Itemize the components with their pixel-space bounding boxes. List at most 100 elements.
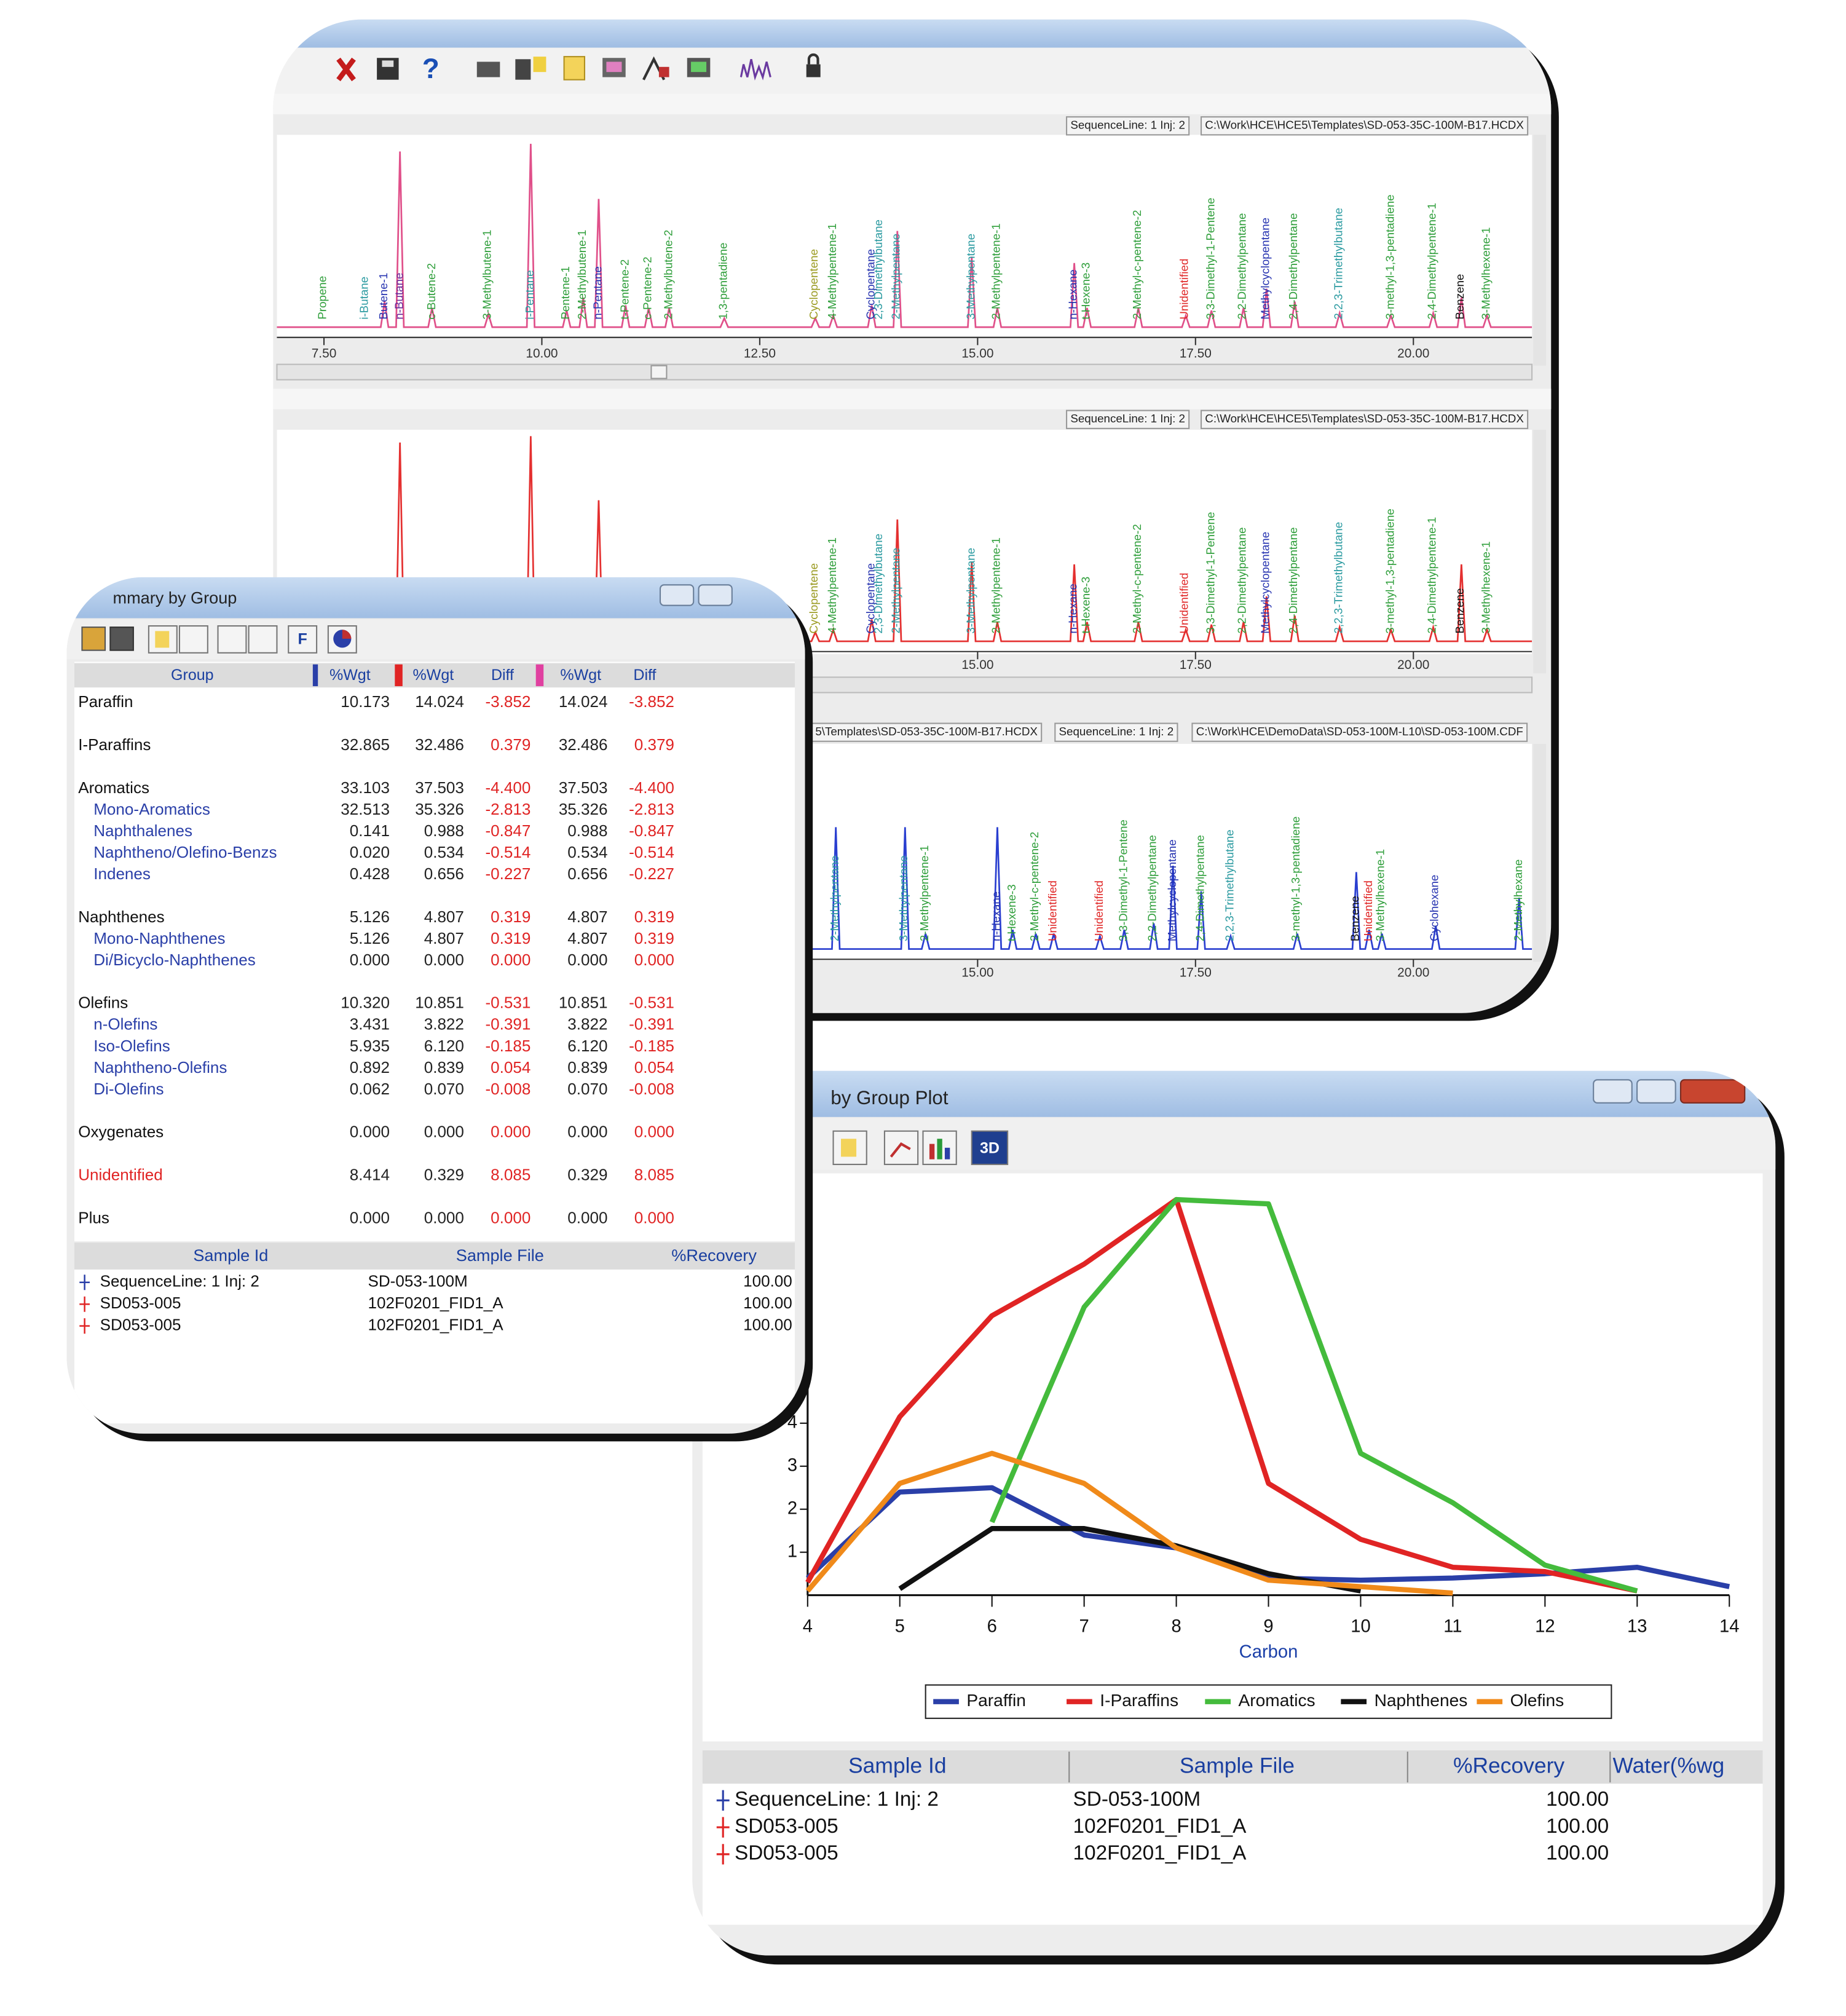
row-label: Mono-Naphthenes	[93, 929, 225, 947]
toolbar-buttons[interactable]	[832, 1130, 1009, 1165]
peak-label: 2-Methylpentene-1	[990, 537, 1003, 633]
row-label: Plus	[78, 1208, 109, 1227]
peak-label: 1,3-pentadiene	[717, 243, 730, 320]
series-line	[989, 1196, 1638, 1594]
peak-label: 2-Methylpentane	[889, 548, 902, 634]
window-buttons[interactable]	[1593, 1079, 1746, 1104]
v-scrollbar[interactable]	[1533, 429, 1547, 674]
y-tick-label: 3	[787, 1455, 797, 1475]
toolbar-icons[interactable]: ?	[336, 52, 821, 84]
peak-label: Benzene	[1453, 274, 1466, 320]
cell: 0.070	[424, 1080, 464, 1098]
scroll-thumb[interactable]	[650, 365, 668, 379]
peak-label: 2-Methylpentene-1	[990, 223, 1003, 319]
column-header: %Wgt	[329, 666, 371, 684]
cell: -0.008	[629, 1080, 674, 1098]
toolbar[interactable]	[692, 1118, 1776, 1170]
row-label: Mono-Aromatics	[93, 800, 210, 818]
row-label: Aromatics	[78, 778, 149, 797]
cell: 35.326	[415, 800, 464, 818]
row-label: Olefins	[78, 994, 128, 1012]
cell: 0.319	[634, 929, 674, 947]
x-tick-label: 7.50	[312, 346, 337, 360]
cell: 37.503	[415, 778, 464, 797]
cell: 6.120	[424, 1037, 464, 1055]
row-label: Naphthalenes	[93, 821, 192, 840]
cell: 4.807	[424, 907, 464, 926]
peak-label: Methylcyclopentane	[1259, 218, 1272, 320]
peak-label: Methylcyclopentane	[1259, 532, 1272, 634]
row-label: Naphtheno/Olefino-Benzs	[93, 843, 277, 861]
header-box	[1191, 722, 1528, 742]
peak-label: Propene	[316, 276, 329, 320]
row-label: Naphthenes	[78, 907, 164, 926]
panel-header: C:\Work\HCE\HCE5\Templates\SD-053-35C-10…	[1205, 119, 1524, 132]
cell: -0.847	[486, 821, 531, 840]
legend-label: Aromatics	[1239, 1691, 1315, 1710]
row-label: Naphtheno-Olefins	[93, 1058, 227, 1077]
cell: 0.062	[350, 1080, 390, 1098]
peak-label: 3,3-Dimethyl-1-Pentene	[1116, 820, 1129, 941]
x-tick-label: 6	[987, 1616, 997, 1636]
cell: 100.00	[1546, 1815, 1609, 1838]
cell: 0.000	[567, 951, 607, 969]
cell: 0.070	[567, 1080, 607, 1098]
panel-toolbar[interactable]	[273, 389, 1552, 409]
column-header: Sample File	[1180, 1753, 1295, 1777]
header-box	[1200, 116, 1529, 136]
cell: 0.534	[567, 843, 607, 861]
cell: 4.807	[567, 929, 607, 947]
toolbar-buttons[interactable]	[81, 625, 357, 654]
panel-header: C:\Work\HCE\DemoData\SD-053-100M-L10\SD-…	[1196, 725, 1523, 738]
column-header: Water(%wg	[1612, 1753, 1724, 1777]
cell: SequenceLine: 1 Inj: 2	[735, 1788, 939, 1811]
cell: 0.656	[424, 864, 464, 883]
column-header: %Recovery	[1453, 1753, 1564, 1777]
window-title: mmary by Group	[113, 588, 237, 607]
series-line	[898, 1526, 1362, 1594]
peak-label: Butene-1	[377, 273, 390, 320]
cell: 35.326	[559, 800, 608, 818]
cell: 100.00	[1546, 1788, 1609, 1811]
cell: -3.852	[486, 692, 531, 711]
table-header	[74, 1243, 795, 1270]
cell: 0.000	[350, 1208, 390, 1227]
peak-label: t-Hexene-3	[1079, 577, 1092, 634]
row-label: Di-Olefins	[93, 1080, 164, 1098]
panel-toolbar[interactable]	[273, 93, 1552, 114]
peak-label: Cyclopentane	[864, 249, 877, 320]
peak-label: n-Hexane	[1066, 269, 1079, 319]
peak-label: Unidentified	[1046, 880, 1059, 941]
cell: 4.807	[424, 929, 464, 947]
x-tick-label: 5	[895, 1616, 905, 1636]
x-tick-label: 14	[1719, 1616, 1739, 1636]
cell: 102F0201_FID1_A	[368, 1316, 504, 1334]
cell: -2.813	[629, 800, 674, 818]
peak-label: Unidentified	[1178, 259, 1191, 320]
scrollbar[interactable]	[276, 363, 1533, 381]
cell: 32.865	[341, 735, 390, 754]
header-box	[1054, 722, 1178, 742]
cell: -0.514	[629, 843, 674, 861]
column-marker	[535, 664, 544, 687]
column-header: %Wgt	[413, 666, 454, 684]
x-tick-label: 7	[1079, 1616, 1089, 1636]
peak-label: t-Hexene-3	[1079, 263, 1092, 320]
cell: -0.227	[629, 864, 674, 883]
column-header: %Wgt	[560, 666, 601, 684]
window-buttons[interactable]	[659, 584, 733, 606]
cell: 0.141	[350, 821, 390, 840]
header-box	[1200, 409, 1529, 429]
toolbar-label: F	[298, 631, 307, 648]
v-scrollbar[interactable]	[1533, 135, 1547, 366]
cell: -2.813	[486, 800, 531, 818]
cell: SD-053-100M	[368, 1272, 468, 1291]
v-scrollbar[interactable]	[1533, 743, 1547, 962]
toolbar[interactable]	[273, 47, 1552, 94]
column-header: Diff	[633, 666, 656, 684]
column-header: Sample File	[456, 1246, 544, 1265]
peak-label: 3,3-Dimethyl-1-Pentene	[1204, 198, 1217, 320]
cell: -0.391	[629, 1015, 674, 1034]
peak-label: c-Butene-2	[425, 263, 438, 320]
